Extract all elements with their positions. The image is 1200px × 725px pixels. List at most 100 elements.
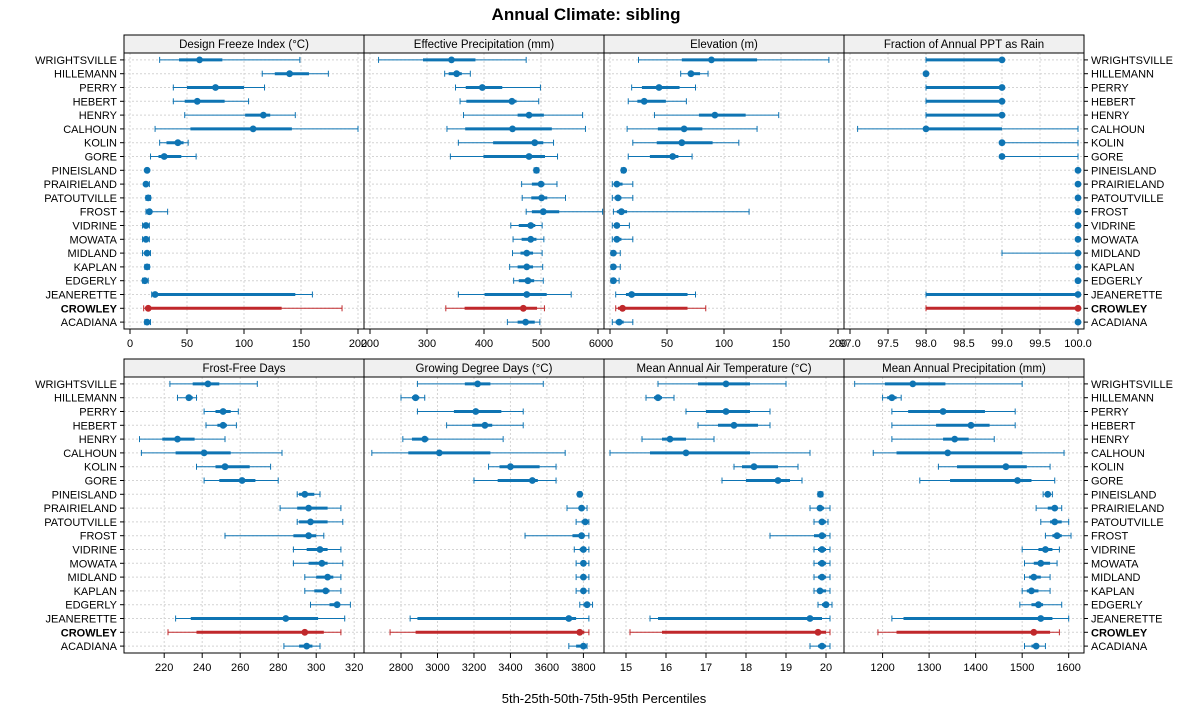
site-marker-henry	[925, 111, 1006, 119]
site-label-calhoun: CALHOUN	[63, 448, 117, 460]
panel-title: Frost-Free Days	[202, 363, 285, 375]
panel-mean-annual-precipitation-mm: Mean Annual Precipitation (mm) 1200 1300 14…	[843, 358, 1173, 674]
median-point	[421, 435, 429, 443]
site-marker-jeanerette	[151, 291, 313, 298]
site-marker-kolin	[196, 463, 272, 471]
median-point	[1074, 194, 1082, 202]
site-label-perry: PERRY	[1091, 407, 1129, 419]
panel-border	[603, 376, 845, 654]
site-marker-kaplan	[1074, 263, 1082, 271]
site-marker-perry	[172, 84, 266, 91]
median-point	[655, 84, 663, 91]
site-marker-pineisland	[296, 490, 321, 498]
median-point	[1074, 318, 1082, 326]
median-point	[576, 628, 584, 636]
median-point	[322, 587, 330, 595]
site-marker-hebert	[446, 421, 524, 429]
median-point	[412, 394, 419, 402]
median-point	[324, 573, 331, 581]
median-point	[144, 304, 152, 312]
site-marker-wrightsville	[854, 380, 1023, 388]
x-tick-label: 100	[235, 338, 253, 350]
site-marker-kaplan	[610, 263, 621, 271]
site-marker-hillemann	[400, 394, 426, 402]
x-tick-label: 3600	[535, 662, 559, 674]
site-label-patoutville: PATOUTVILLE	[1091, 517, 1164, 529]
median-point	[1030, 628, 1038, 636]
median-point	[478, 84, 486, 91]
median-point	[816, 504, 824, 512]
panel-effective-precipitation-mm: Effective Precipitation (mm) 200 300 400 500…	[361, 34, 607, 350]
site-label-hillemann: HILLEMANN	[1091, 69, 1154, 81]
median-point	[142, 235, 150, 243]
site-marker-frost	[525, 208, 604, 216]
site-marker-vidrine	[1074, 222, 1082, 229]
median-point	[174, 139, 182, 147]
site-marker-mowata	[292, 559, 344, 567]
site-marker-vidrine	[510, 222, 543, 229]
site-marker-acadiana	[1074, 318, 1082, 326]
site-label-hillemann: HILLEMANN	[54, 69, 117, 81]
site-label-vidrine: VIDRINE	[1091, 545, 1136, 557]
site-label-pineisland: PINEISLAND	[52, 165, 117, 177]
x-tick-label: 50	[661, 338, 673, 350]
site-marker-pineisland	[533, 166, 540, 174]
x-axis-label: 5th-25th-50th-75th-95th Percentiles	[502, 691, 707, 706]
median-point	[944, 449, 952, 457]
x-tick-label: 320	[345, 662, 363, 674]
site-marker-crowley	[615, 304, 707, 312]
site-marker-kaplan	[1021, 587, 1051, 595]
median-point	[508, 97, 516, 105]
site-label-kolin: KOLIN	[84, 138, 117, 150]
median-point	[1053, 532, 1061, 540]
median-point	[998, 139, 1006, 147]
x-tick-label: 400	[475, 338, 493, 350]
site-label-gore: GORE	[85, 476, 117, 488]
median-point	[610, 249, 617, 257]
site-label-frost: FROST	[1091, 207, 1129, 219]
median-point	[818, 559, 826, 567]
site-label-jeanerette: JEANERETTE	[1091, 290, 1163, 302]
site-marker-edgerly	[310, 601, 351, 609]
site-marker-crowley	[167, 628, 342, 636]
median-point	[318, 559, 326, 567]
median-point	[519, 304, 527, 312]
site-marker-midland	[610, 249, 621, 257]
site-marker-mowata	[1023, 559, 1058, 567]
median-point	[249, 125, 257, 133]
site-marker-acadiana	[283, 642, 321, 650]
median-point	[537, 180, 545, 188]
median-point	[613, 222, 621, 229]
median-point	[525, 153, 533, 160]
median-point	[523, 291, 531, 298]
site-marker-prairieland	[142, 180, 150, 188]
median-point	[613, 180, 621, 188]
x-tick-label: 98.5	[953, 338, 974, 350]
site-marker-midland	[304, 573, 342, 581]
median-point	[524, 277, 532, 285]
site-marker-frost	[612, 208, 750, 216]
median-point	[939, 408, 947, 415]
panel-title: Mean Annual Precipitation (mm)	[882, 363, 1046, 375]
median-point	[578, 532, 585, 540]
median-point	[615, 318, 623, 326]
site-marker-pineisland	[620, 166, 628, 174]
median-point	[193, 97, 201, 105]
panel-title: Elevation (m)	[690, 39, 758, 51]
median-point	[474, 380, 482, 388]
site-label-wrightsville: WRIGHTSVILLE	[1091, 55, 1173, 67]
site-marker-kaplan	[143, 263, 151, 271]
median-point	[922, 125, 930, 133]
median-point	[286, 70, 293, 78]
median-point	[614, 194, 622, 202]
site-marker-gore	[449, 153, 559, 160]
median-point	[1014, 477, 1021, 484]
site-marker-gore	[721, 477, 803, 484]
median-point	[143, 318, 151, 326]
median-point	[578, 504, 585, 512]
panel-border	[123, 376, 365, 654]
site-marker-jeanerette	[649, 615, 831, 622]
site-marker-patoutville	[575, 518, 590, 526]
site-marker-midland	[1023, 573, 1051, 581]
median-point	[1002, 463, 1010, 471]
